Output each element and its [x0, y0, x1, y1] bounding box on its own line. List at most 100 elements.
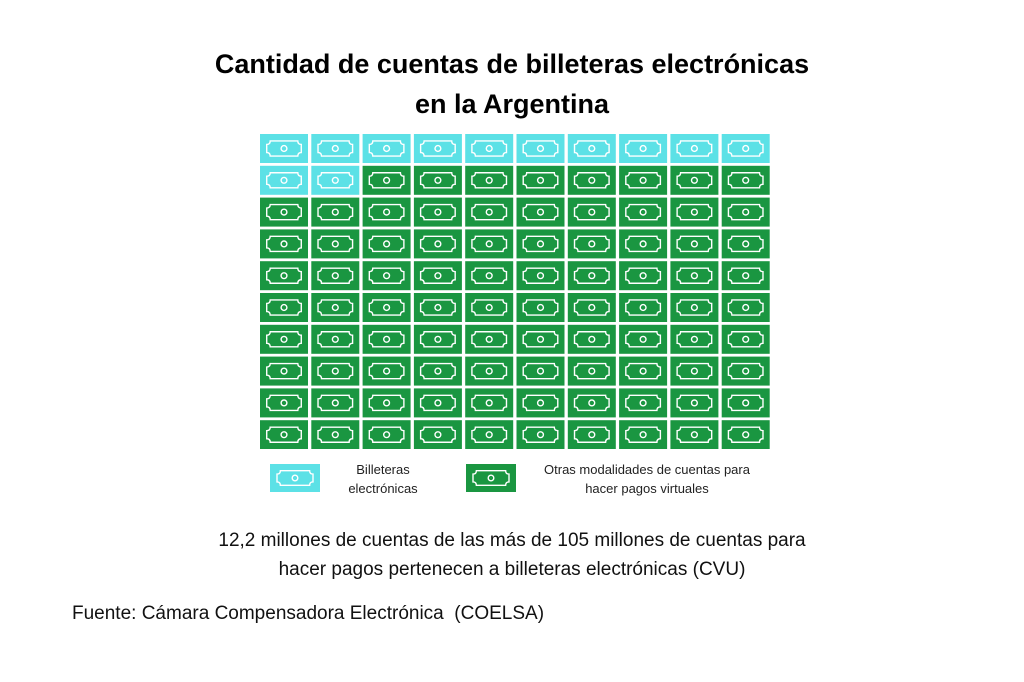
- waffle-icon-otra-81: [260, 388, 308, 418]
- waffle-icon-otra-48: [619, 261, 668, 291]
- waffle-icon-otra-90: [721, 388, 770, 418]
- waffle-icon-otra-63: [362, 324, 411, 354]
- waffle-icon-billetera-4: [413, 134, 462, 163]
- waffle-icon-otra-97: [567, 420, 616, 449]
- waffle-icon-billetera-8: [619, 134, 668, 163]
- waffle-icon-otra-14: [413, 165, 462, 195]
- waffle-icon-otra-30: [721, 197, 770, 227]
- waffle-icon-otra-35: [465, 229, 514, 259]
- legend-banknote-icon-billeteras: [270, 464, 320, 492]
- waffle-icon-otra-15: [465, 165, 514, 195]
- waffle-icon-billetera-7: [567, 134, 616, 163]
- waffle-icon-otra-45: [465, 261, 514, 291]
- waffle-icon-otra-47: [567, 261, 616, 291]
- waffle-icon-otra-61: [260, 324, 308, 354]
- waffle-icon-otra-83: [362, 388, 411, 418]
- waffle-icon-otra-76: [516, 356, 565, 386]
- waffle-icon-billetera-12: [311, 165, 360, 195]
- waffle-icon-otra-17: [567, 165, 616, 195]
- waffle-icon-billetera-11: [260, 165, 308, 195]
- legend-label-otras-line-1: Otras modalidades de cuentas para: [544, 462, 750, 477]
- legend-label-otras: Otras modalidades de cuentas para hacer …: [532, 460, 762, 498]
- legend-label-billeteras-line-1: Billeteras: [356, 462, 410, 477]
- waffle-icon-otra-39: [670, 229, 719, 259]
- legend-item-otras: Otras modalidades de cuentas para hacer …: [466, 460, 766, 496]
- waffle-icon-otra-77: [567, 356, 616, 386]
- waffle-icon-otra-62: [311, 324, 360, 354]
- waffle-icon-billetera-5: [465, 134, 514, 163]
- waffle-icon-billetera-6: [516, 134, 565, 163]
- waffle-icon-otra-70: [721, 324, 770, 354]
- waffle-icon-otra-31: [260, 229, 308, 259]
- waffle-icon-otra-33: [362, 229, 411, 259]
- waffle-icon-otra-53: [362, 293, 411, 322]
- summary-line-2: hacer pagos pertenecen a billeteras elec…: [278, 559, 746, 580]
- waffle-icon-billetera-2: [311, 134, 360, 163]
- waffle-icon-otra-51: [260, 293, 308, 322]
- waffle-icon-otra-100: [721, 420, 770, 449]
- waffle-icon-otra-79: [670, 356, 719, 386]
- waffle-icon-otra-20: [721, 165, 770, 195]
- waffle-icon-otra-46: [516, 261, 565, 291]
- waffle-icon-otra-86: [516, 388, 565, 418]
- waffle-icon-otra-64: [413, 324, 462, 354]
- waffle-icon-otra-28: [619, 197, 668, 227]
- waffle-icon-billetera-9: [670, 134, 719, 163]
- summary-text: 12,2 millones de cuentas de las más de 1…: [0, 526, 1024, 584]
- waffle-icon-otra-82: [311, 388, 360, 418]
- waffle-icon-otra-40: [721, 229, 770, 259]
- waffle-icon-otra-73: [362, 356, 411, 386]
- waffle-icon-billetera-10: [721, 134, 770, 163]
- waffle-icon-otra-96: [516, 420, 565, 449]
- waffle-icon-otra-13: [362, 165, 411, 195]
- waffle-icon-otra-36: [516, 229, 565, 259]
- waffle-icon-otra-85: [465, 388, 514, 418]
- waffle-icon-otra-72: [311, 356, 360, 386]
- waffle-icon-otra-87: [567, 388, 616, 418]
- waffle-icon-otra-37: [567, 229, 616, 259]
- waffle-icon-otra-68: [619, 324, 668, 354]
- waffle-icon-otra-65: [465, 324, 514, 354]
- waffle-icon-otra-80: [721, 356, 770, 386]
- waffle-icon-otra-66: [516, 324, 565, 354]
- chart-title-line-1: Cantidad de cuentas de billeteras electr…: [214, 49, 810, 79]
- waffle-icon-otra-60: [721, 293, 770, 322]
- waffle-icon-otra-94: [413, 420, 462, 449]
- waffle-icon-otra-18: [619, 165, 668, 195]
- waffle-icon-otra-44: [413, 261, 462, 291]
- waffle-icon-otra-21: [260, 197, 308, 227]
- waffle-icon-otra-98: [619, 420, 668, 449]
- waffle-icon-otra-24: [413, 197, 462, 227]
- waffle-icon-otra-74: [413, 356, 462, 386]
- waffle-icon-otra-52: [311, 293, 360, 322]
- waffle-icon-otra-49: [670, 261, 719, 291]
- waffle-icon-otra-69: [670, 324, 719, 354]
- legend-swatch-otras: [466, 464, 516, 492]
- waffle-icon-billetera-1: [260, 134, 308, 163]
- chart-title: Cantidad de cuentas de billeteras electr…: [0, 44, 1024, 124]
- waffle-icon-otra-29: [670, 197, 719, 227]
- waffle-icon-otra-78: [619, 356, 668, 386]
- legend-label-billeteras-line-2: electrónicas: [348, 481, 418, 496]
- waffle-icon-otra-71: [260, 356, 308, 386]
- waffle-icon-otra-91: [260, 420, 308, 449]
- waffle-icon-otra-58: [619, 293, 668, 322]
- waffle-icon-otra-59: [670, 293, 719, 322]
- waffle-icon-otra-88: [619, 388, 668, 418]
- waffle-icon-otra-41: [260, 261, 308, 291]
- waffle-icon-otra-56: [516, 293, 565, 322]
- waffle-icon-otra-19: [670, 165, 719, 195]
- chart-title-line-2: en la Argentina: [414, 89, 610, 119]
- legend-banknote-icon-otras: [466, 464, 516, 492]
- waffle-icon-otra-50: [721, 261, 770, 291]
- waffle-icon-otra-92: [311, 420, 360, 449]
- waffle-icon-otra-22: [311, 197, 360, 227]
- legend-swatch-billeteras: [270, 464, 320, 492]
- waffle-icon-otra-23: [362, 197, 411, 227]
- waffle-icon-otra-89: [670, 388, 719, 418]
- waffle-icon-otra-25: [465, 197, 514, 227]
- waffle-icon-otra-75: [465, 356, 514, 386]
- waffle-icon-otra-27: [567, 197, 616, 227]
- waffle-icon-otra-16: [516, 165, 565, 195]
- waffle-icon-otra-26: [516, 197, 565, 227]
